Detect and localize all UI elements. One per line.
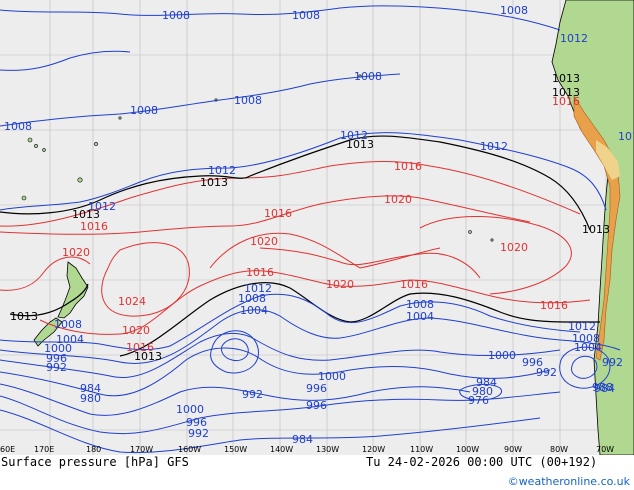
longitude-axis: 60E 170E 180 170W 160W 150W 140W 130W 12… (0, 445, 614, 454)
pacific-islands (21, 74, 494, 242)
isobar-label: 1008 (162, 9, 190, 22)
longitude-tick: 100W (456, 445, 479, 454)
isobar-label: 1016 (126, 341, 154, 354)
isobar-label: 1013 (552, 72, 580, 85)
isobar-label: 1012 (340, 129, 368, 142)
footer: Surface pressure [hPa] GFS Tu 24-02-2026… (0, 455, 634, 490)
isobar-label: 980 (80, 392, 101, 405)
isobar-label: 984 (292, 433, 313, 446)
isobar-label: 1024 (118, 295, 146, 308)
isobar-label: 1016 (394, 160, 422, 173)
longitude-tick: 70W (596, 445, 614, 454)
isobar-label: 1012 (208, 164, 236, 177)
isobar-label: 1016 (264, 207, 292, 220)
isobar-label: 996 (522, 356, 543, 369)
isobar-label: 992 (242, 388, 263, 401)
longitude-tick: 90W (504, 445, 522, 454)
isobar-label: 1016 (246, 266, 274, 279)
nz-south-island (33, 317, 63, 347)
longitude-tick: 150W (224, 445, 247, 454)
new-zealand-land (57, 261, 89, 319)
longitude-tick: 120W (362, 445, 385, 454)
longitude-tick: 130W (316, 445, 339, 454)
isobar-label: 1008 (406, 298, 434, 311)
isobar-label: 1016 (400, 278, 428, 291)
isobar-label: 1020 (250, 235, 278, 248)
isobar-label: 1008 (130, 104, 158, 117)
isobar-label: 984 (80, 382, 101, 395)
valid-time: Tu 24-02-2026 00:00 UTC (00+192) (366, 455, 598, 469)
longitude-tick: 140W (270, 445, 293, 454)
isobar-label: 1000 (318, 370, 346, 383)
isobar-label: 1008 (354, 70, 382, 83)
isobar-label: 1012 (244, 282, 272, 295)
isobar-label: 976 (468, 394, 489, 407)
isobar-label: 1016 (540, 299, 568, 312)
isobar-label: 1016 (80, 220, 108, 233)
isobar-label: 1013 (200, 176, 228, 189)
isobar-label: 1012 (618, 130, 634, 143)
isobars-black (0, 135, 600, 357)
isobars-red (0, 161, 591, 335)
isobar-label: 1008 (238, 292, 266, 305)
longitude-tick: 110W (410, 445, 433, 454)
isobar-label: 992 (602, 356, 623, 369)
isobar-label: 1020 (384, 193, 412, 206)
longitude-tick: 180 (86, 445, 101, 454)
isobar-label: 1020 (122, 324, 150, 337)
isobar-label: 992 (46, 361, 67, 374)
isobar-label: 1008 (54, 318, 82, 331)
isobar-label: 992 (536, 366, 557, 379)
isobar-label: 1012 (480, 140, 508, 153)
isobar-label: 996 (306, 399, 327, 412)
isobars-blue (0, 5, 621, 454)
copyright-link[interactable]: ©weatheronline.co.uk (507, 475, 630, 488)
isobar-label: 1020 (500, 241, 528, 254)
isobar-label: 1004 (240, 304, 268, 317)
isobar-label: 1013 (72, 208, 100, 221)
isobar-label: 1008 (4, 120, 32, 133)
isobar-label: 988 (592, 381, 613, 394)
longitude-tick: 80W (550, 445, 568, 454)
map-canvas: 1008 1008 1008 1008 1008 1008 1008 1012 … (0, 0, 634, 455)
isobar-label: 1000 (176, 403, 204, 416)
isobar-label: 1000 (44, 342, 72, 355)
isobar-label: 1012 (560, 32, 588, 45)
isobar-label: 1008 (500, 4, 528, 17)
pressure-map: 1008 1008 1008 1008 1008 1008 1008 1012 … (0, 0, 634, 455)
isobar-label: 984 (476, 376, 497, 389)
altiplano (596, 140, 620, 180)
ocean (0, 0, 634, 455)
isobar-label: 1004 (56, 333, 84, 346)
isobar-label: 1013 (10, 310, 38, 323)
isobar-label: 1020 (326, 278, 354, 291)
isobar-label: 1020 (62, 246, 90, 259)
isobar-label: 1004 (574, 341, 602, 354)
map-title: Surface pressure [hPa] GFS (1, 455, 189, 469)
longitude-tick: 60E (0, 445, 15, 454)
isobar-label: 1013 (134, 350, 162, 363)
isobar-label: 1008 (572, 332, 600, 345)
isobar-label: 1013 (582, 223, 610, 236)
isobar-label: 1008 (234, 94, 262, 107)
isobar-label: 980 (472, 385, 493, 398)
isobar-label: 992 (188, 427, 209, 440)
isobar-label: 996 (46, 352, 67, 365)
isobar-label: 1012 (568, 320, 596, 333)
isobar-label: 996 (186, 416, 207, 429)
longitude-tick: 170E (34, 445, 54, 454)
isobar-label: 1016 (552, 95, 580, 108)
longitude-tick: 160W (178, 445, 201, 454)
isobar-label: 984 (594, 382, 615, 395)
isobar-label: 1012 (88, 200, 116, 213)
isobar-label: 1013 (346, 138, 374, 151)
isobar-label: 1004 (406, 310, 434, 323)
isobar-label: 1008 (292, 9, 320, 22)
isobar-label: 1013 (552, 86, 580, 99)
longitude-tick: 170W (130, 445, 153, 454)
isobar-labels: 1008 1008 1008 1008 1008 1008 1008 1012 … (4, 4, 634, 446)
isobar-label: 1000 (488, 349, 516, 362)
isobar-label: 996 (306, 382, 327, 395)
south-america-land (551, 0, 634, 455)
